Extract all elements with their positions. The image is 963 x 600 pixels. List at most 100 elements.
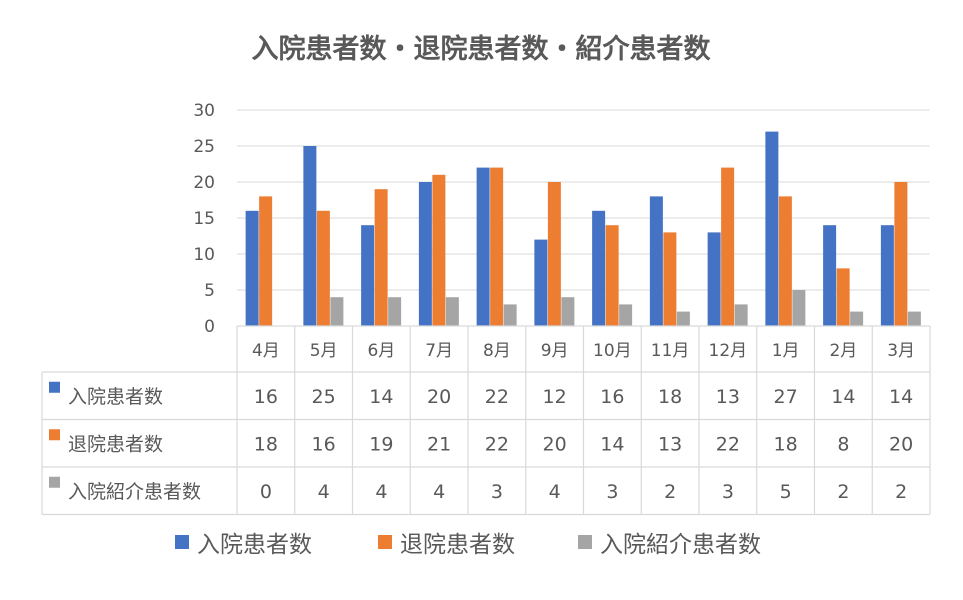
bar xyxy=(534,239,548,326)
bar xyxy=(663,232,677,326)
y-tick-label: 10 xyxy=(193,245,215,265)
data-label: 8 xyxy=(837,433,849,455)
data-label: 22 xyxy=(485,386,509,408)
bar xyxy=(605,225,619,326)
bar xyxy=(707,232,721,326)
data-label: 16 xyxy=(600,386,624,408)
data-label: 25 xyxy=(312,386,336,408)
data-label: 20 xyxy=(427,386,451,408)
bar xyxy=(561,297,575,326)
x-tick-label: 1月 xyxy=(772,341,800,361)
x-tick-label: 12月 xyxy=(709,341,748,361)
bar xyxy=(907,311,921,326)
bar xyxy=(303,146,317,326)
y-tick-label: 15 xyxy=(193,209,215,229)
bar xyxy=(880,225,894,326)
bar xyxy=(778,196,792,326)
bars xyxy=(245,131,921,326)
chart-title: 入院患者数・退院患者数・紹介患者数 xyxy=(252,33,712,65)
bar xyxy=(792,290,806,326)
data-label: 14 xyxy=(831,386,855,408)
x-tick-label: 8月 xyxy=(483,341,511,361)
bar xyxy=(490,167,504,326)
y-tick-label: 30 xyxy=(193,101,215,121)
data-label: 2 xyxy=(664,481,676,503)
bar xyxy=(388,297,402,326)
legend-label: 入院患者数 xyxy=(197,532,312,558)
table-row-label: 入院紹介患者数 xyxy=(68,481,201,503)
bar xyxy=(316,210,330,326)
data-label: 18 xyxy=(658,386,682,408)
bar xyxy=(823,225,837,326)
bar xyxy=(330,297,344,326)
data-label: 2 xyxy=(895,481,907,503)
data-label: 18 xyxy=(774,433,798,455)
bar xyxy=(734,304,748,326)
x-tick-label: 2月 xyxy=(829,341,857,361)
bar xyxy=(259,196,273,326)
table-row-label: 入院患者数 xyxy=(68,386,163,408)
data-label: 3 xyxy=(722,481,734,503)
data-label: 3 xyxy=(491,481,503,503)
y-tick-label: 25 xyxy=(193,137,215,157)
table-legend-key xyxy=(49,476,60,488)
data-label: 4 xyxy=(549,481,561,503)
table-row-label: 退院患者数 xyxy=(68,433,163,455)
bar xyxy=(503,304,517,326)
table-legend-key xyxy=(49,381,60,393)
y-tick-label: 5 xyxy=(204,281,215,301)
legend-swatch xyxy=(378,535,392,549)
data-label: 22 xyxy=(716,433,740,455)
data-label: 21 xyxy=(427,433,451,455)
data-label: 16 xyxy=(312,433,336,455)
data-label: 22 xyxy=(485,433,509,455)
bar xyxy=(592,210,606,326)
bar xyxy=(476,167,490,326)
x-tick-label: 11月 xyxy=(651,341,690,361)
legend-swatch xyxy=(578,535,592,549)
x-tick-label: 6月 xyxy=(367,341,395,361)
data-label: 2 xyxy=(837,481,849,503)
x-tick-label: 4月 xyxy=(252,341,280,361)
data-label: 19 xyxy=(369,433,393,455)
data-label: 12 xyxy=(543,386,567,408)
bar xyxy=(894,182,908,326)
legend-label: 退院患者数 xyxy=(400,532,515,558)
y-tick-label: 20 xyxy=(193,173,215,193)
x-tick-label: 7月 xyxy=(425,341,453,361)
bar xyxy=(619,304,633,326)
bar xyxy=(245,210,259,326)
data-label: 0 xyxy=(260,481,272,503)
data-label: 4 xyxy=(433,481,445,503)
data-label: 27 xyxy=(774,386,798,408)
data-label: 20 xyxy=(889,433,913,455)
bar xyxy=(850,311,864,326)
data-label: 20 xyxy=(543,433,567,455)
x-tick-label: 5月 xyxy=(310,341,338,361)
table-legend-key xyxy=(49,429,60,441)
data-label: 18 xyxy=(254,433,278,455)
data-label: 14 xyxy=(600,433,624,455)
data-label: 13 xyxy=(658,433,682,455)
data-label: 14 xyxy=(889,386,913,408)
data-label: 13 xyxy=(716,386,740,408)
data-label: 4 xyxy=(318,481,330,503)
bar xyxy=(649,196,663,326)
data-label: 3 xyxy=(606,481,618,503)
data-label: 5 xyxy=(780,481,792,503)
y-tick-label: 0 xyxy=(204,317,215,337)
bar xyxy=(445,297,459,326)
bar xyxy=(361,225,375,326)
x-tick-label: 10月 xyxy=(593,341,632,361)
bar xyxy=(418,182,432,326)
legend: 入院患者数 退院患者数 入院紹介患者数 xyxy=(175,532,761,558)
legend-label: 入院紹介患者数 xyxy=(600,532,761,558)
bar xyxy=(836,268,850,326)
y-axis-ticks: 0 5 10 15 20 25 30 xyxy=(193,101,215,337)
x-tick-label: 9月 xyxy=(541,341,569,361)
bar xyxy=(547,182,561,326)
gridlines xyxy=(237,109,930,291)
bar xyxy=(676,311,690,326)
